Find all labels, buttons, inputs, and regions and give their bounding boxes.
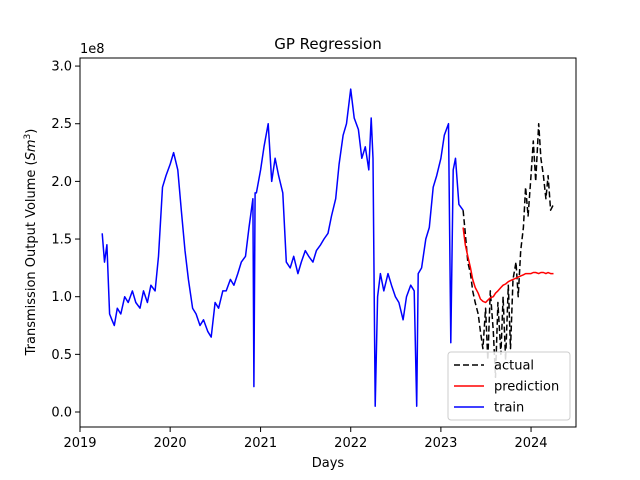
y-tick-label: 3.0 <box>51 60 72 75</box>
series-line-train <box>101 88 464 407</box>
series-layer <box>101 88 555 407</box>
y-tick-label: 1.0 <box>51 290 72 305</box>
x-axis: 2019 2020 2021 2022 2023 2024 <box>63 427 548 451</box>
x-axis-label: Days <box>312 456 345 471</box>
y-axis-label-text: Transmission Output Volume ( <box>24 160 39 356</box>
chart-title: GP Regression <box>274 35 381 53</box>
x-tick-label: 2023 <box>424 436 457 451</box>
legend-box <box>447 351 571 421</box>
axes-frame <box>79 57 577 428</box>
x-tick-label: 2020 <box>154 436 187 451</box>
legend-label-prediction: prediction <box>494 380 559 395</box>
x-tick-label: 2021 <box>244 436 277 451</box>
legend-label-actual: actual <box>494 359 534 374</box>
y-tick-label: 0.5 <box>51 348 72 363</box>
y-tick-label: 2.5 <box>51 117 72 132</box>
legend-label-train: train <box>494 401 524 416</box>
series-line-actual <box>462 122 555 379</box>
x-tick-label: 2024 <box>514 436 547 451</box>
x-tick-label: 2019 <box>63 436 96 451</box>
y-axis-label: Transmission Output Volume (Sm3) <box>23 129 39 357</box>
y-tick-label: 1.5 <box>51 233 72 248</box>
y-axis: 0.0 0.5 1.0 1.5 2.0 2.5 3.0 <box>51 60 80 421</box>
y-axis-label-close: ) <box>24 129 39 134</box>
legend: actual prediction train <box>447 351 571 421</box>
series-line-prediction <box>462 227 554 304</box>
y-axis-label-exponent: 3 <box>23 134 33 140</box>
plot-area <box>79 57 577 428</box>
y-tick-label: 2.0 <box>51 175 72 190</box>
x-tick-label: 2022 <box>334 436 367 451</box>
y-tick-label: 0.0 <box>51 406 72 421</box>
y-offset-label: 1e8 <box>80 42 105 57</box>
y-axis-label-unit: Sm <box>24 139 39 160</box>
